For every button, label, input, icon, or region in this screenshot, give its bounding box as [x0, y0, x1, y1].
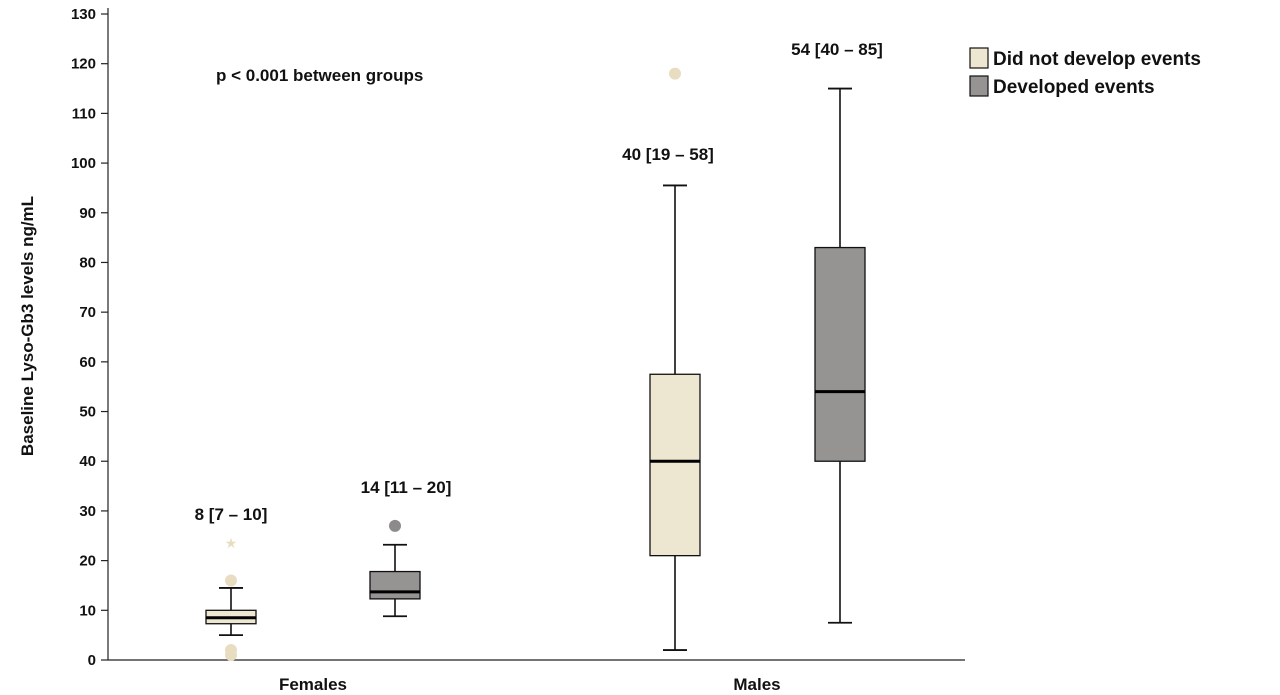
box-females-0: ★ [205, 536, 257, 662]
box-value-label: 40 [19 – 58] [622, 145, 714, 164]
y-tick-label: 10 [79, 602, 96, 619]
box-females-1 [369, 519, 421, 618]
box-labels: 8 [7 – 10] 40 [19 – 58] 14 [11 – 20] 54 [40… [195, 40, 883, 524]
y-tick-label: 120 [71, 56, 96, 73]
y-tick-label: 80 [79, 254, 96, 271]
y-tick-label: 70 [79, 304, 96, 321]
y-tick-label: 60 [79, 354, 96, 371]
y-tick-label: 90 [79, 205, 96, 222]
y-tick-label: 130 [71, 6, 96, 23]
legend-swatch [969, 47, 989, 69]
y-tick-label: 50 [79, 404, 96, 421]
box-value-label: 54 [40 – 85] [791, 40, 883, 59]
x-tick-label: Males [733, 675, 780, 694]
y-tick-label: 20 [79, 553, 96, 570]
y-axis-label: Baseline Lyso-Gb3 levels ng/mL [18, 196, 37, 456]
axes: 0 10 20 30 40 50 60 70 80 90 100 110 120 130 Females Ma… [71, 6, 965, 694]
boxes: ★ [205, 67, 866, 662]
iqr-box [649, 373, 701, 557]
legend-label: Developed events [993, 77, 1155, 98]
p-value-annotation: p < 0.001 between groups [216, 66, 423, 85]
y-tick-label: 110 [72, 105, 96, 122]
box-value-label: 8 [7 – 10] [195, 505, 268, 524]
outlier-point [389, 519, 401, 532]
x-tick-label: Females [279, 675, 347, 694]
legend-label: Did not develop events [993, 49, 1201, 70]
box-males-0 [649, 67, 701, 651]
outlier-point [225, 649, 237, 662]
box-value-label: 14 [11 – 20] [361, 478, 452, 497]
y-tick-label: 0 [88, 652, 96, 669]
y-tick-label: 40 [79, 453, 96, 470]
iqr-box [369, 570, 421, 600]
y-tick-label: 30 [79, 503, 96, 520]
outlier-point [225, 574, 237, 587]
y-tick-label: 100 [71, 155, 96, 172]
legend: Did not develop events Developed events [969, 47, 1201, 98]
box-males-1 [814, 87, 866, 624]
legend-swatch [969, 75, 989, 97]
extreme-point: ★ [225, 536, 238, 552]
outlier-point [669, 67, 681, 80]
iqr-box [814, 246, 866, 462]
